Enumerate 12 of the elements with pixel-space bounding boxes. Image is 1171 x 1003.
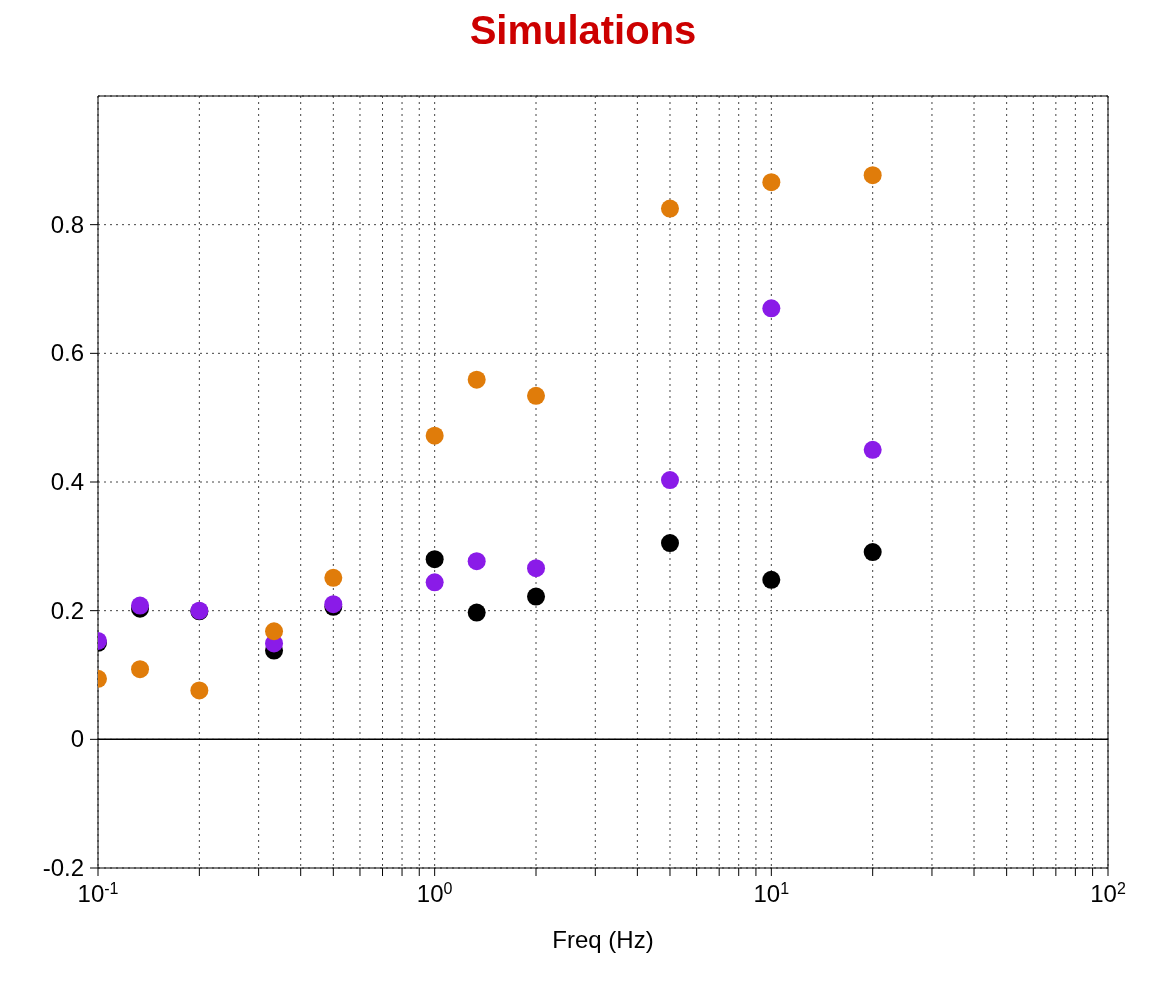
y-tick-label: 0.2 bbox=[50, 596, 84, 624]
y-tick-label: 0.4 bbox=[50, 468, 84, 495]
x-tick-label: 10$^{0}$ bbox=[416, 879, 453, 907]
y-tick-label: -0.2 bbox=[42, 854, 84, 881]
x-axis-title: Freq (Hz) bbox=[552, 926, 654, 953]
x-tick-label: 10$^{-1}$ bbox=[77, 879, 119, 907]
x-tick-label: 10$^{1}$ bbox=[753, 879, 790, 907]
x-tick-label: 10$^{2}$ bbox=[1090, 879, 1126, 907]
y-tick-label: 0.6 bbox=[50, 339, 84, 367]
chart-title: Simulations bbox=[468, 8, 698, 54]
y-tick-label: 0 bbox=[70, 725, 84, 753]
y-tick-label: 0.8 bbox=[50, 210, 84, 238]
